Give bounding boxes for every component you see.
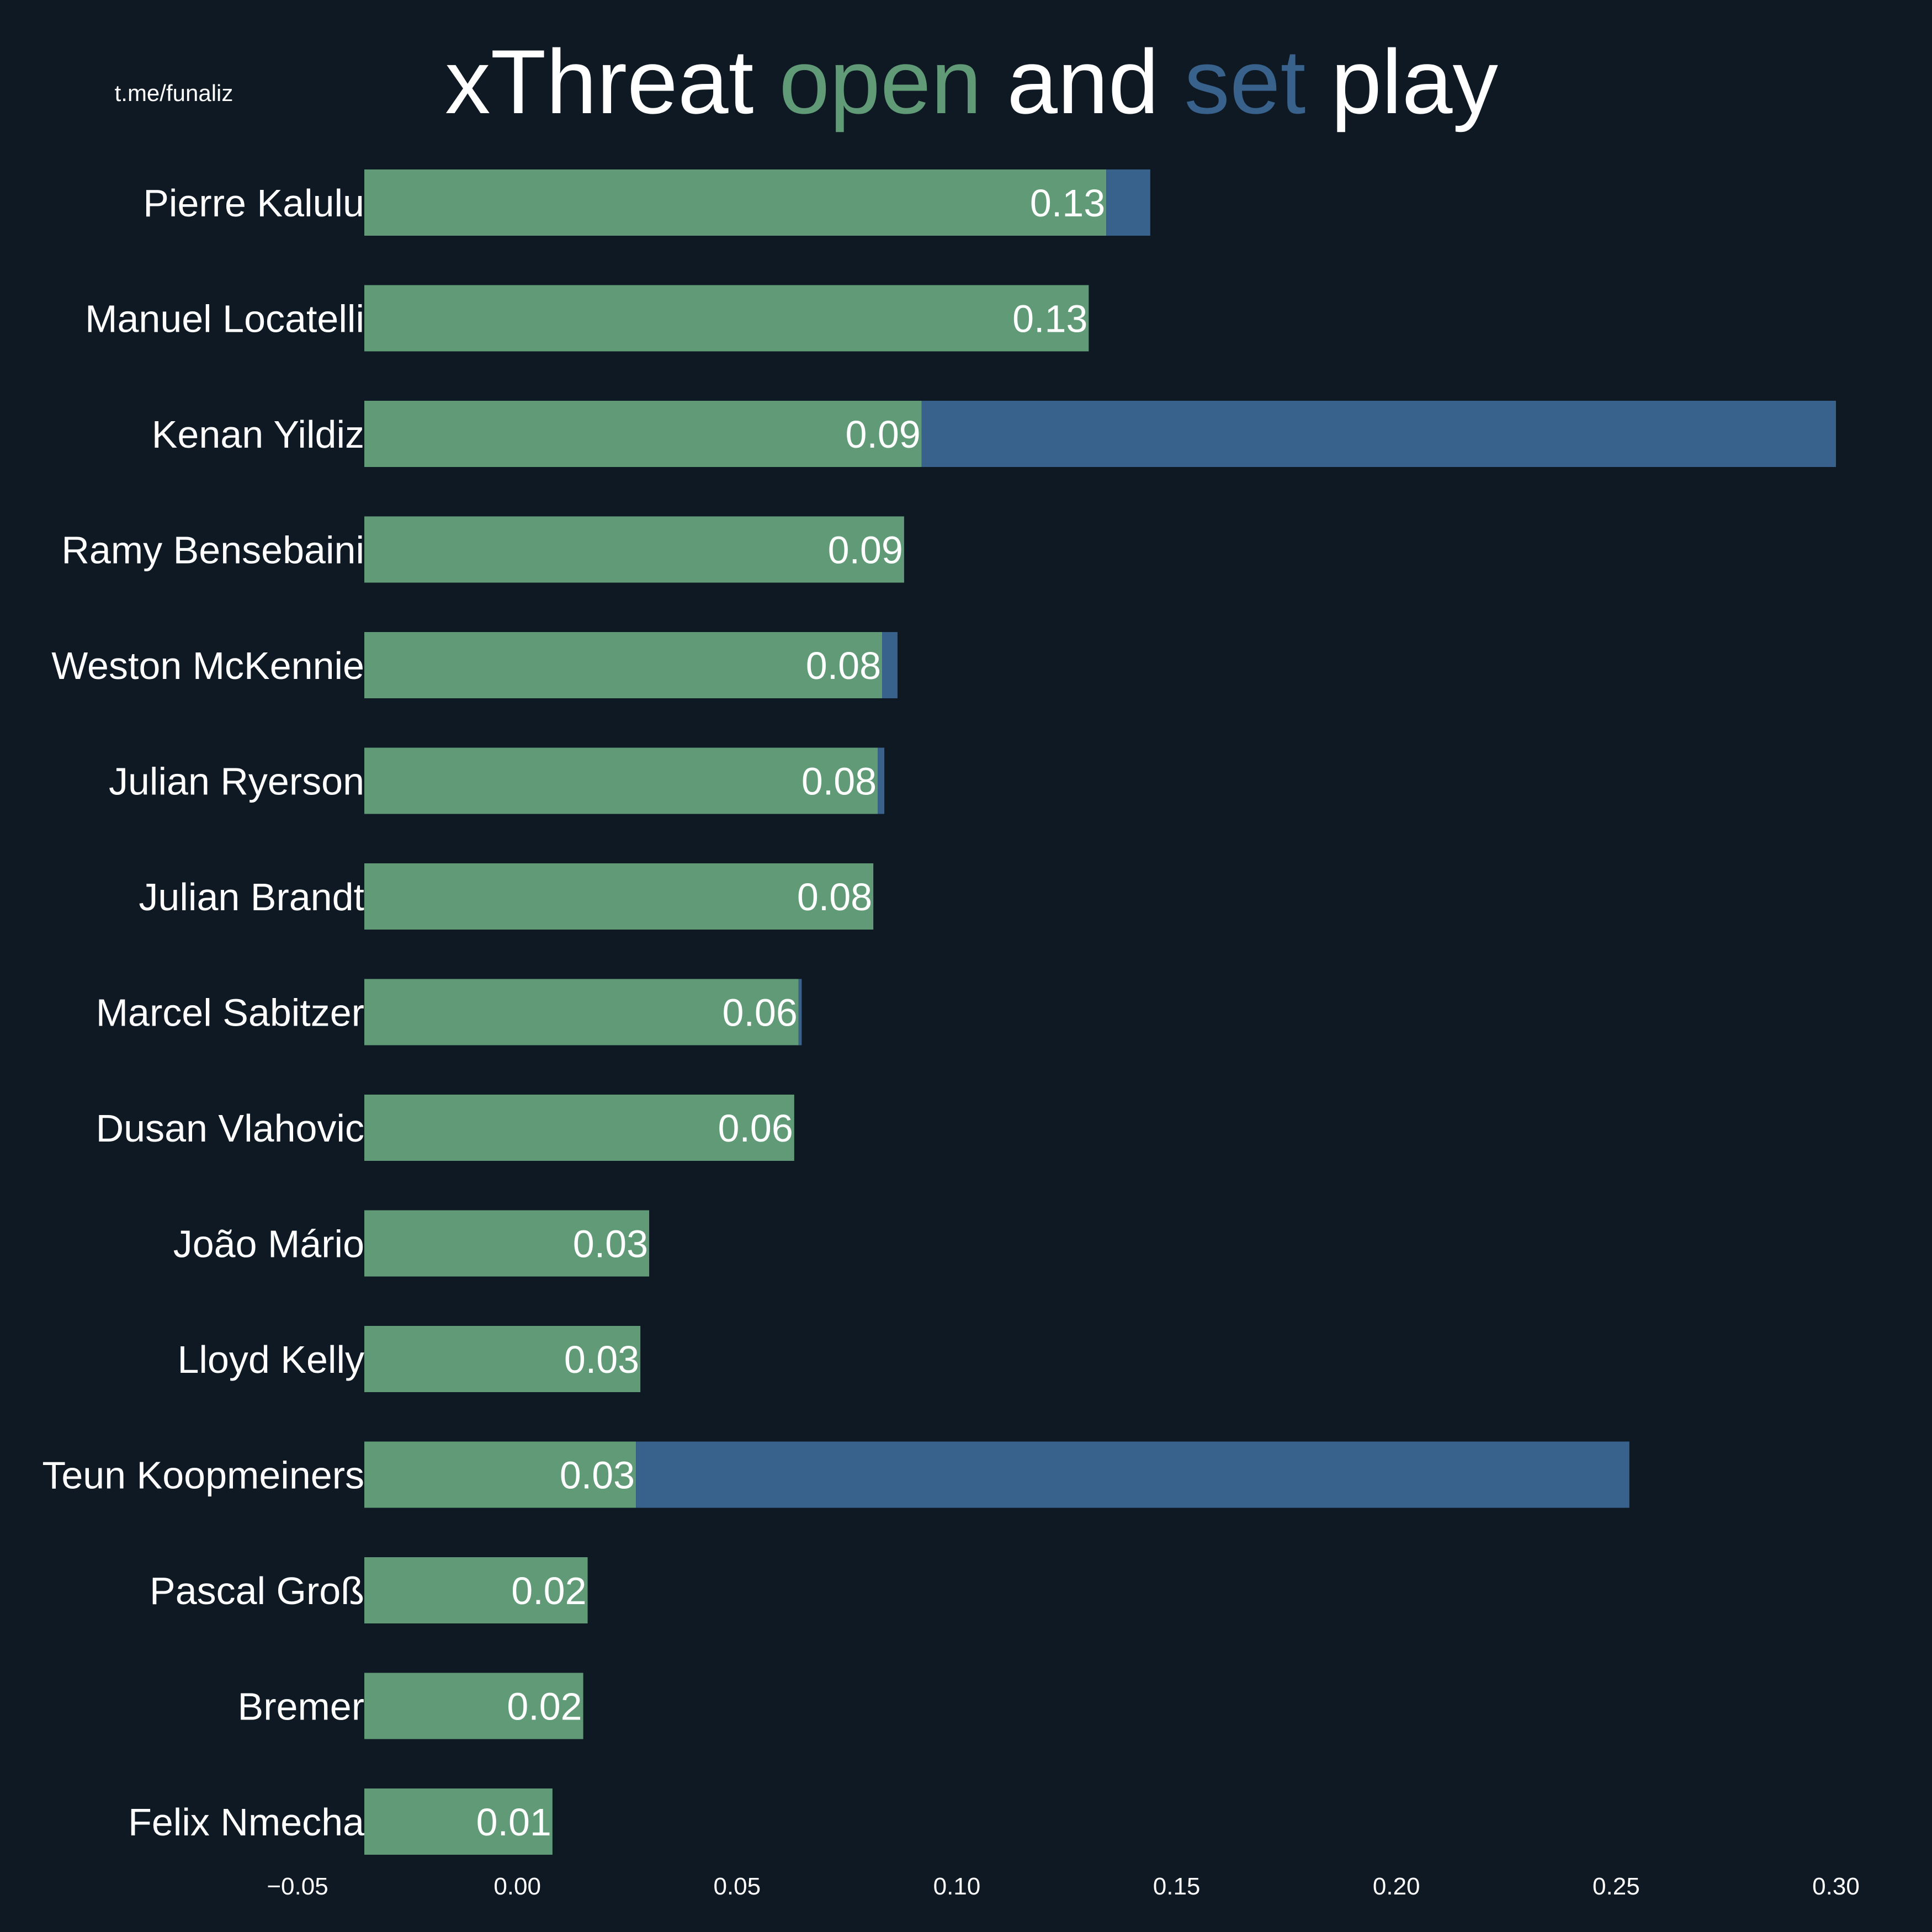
bar-open xyxy=(364,1557,588,1623)
x-tick-label: 0.00 xyxy=(493,1873,541,1900)
category-label: Teun Koopmeiners xyxy=(42,1454,364,1497)
bar-open xyxy=(364,401,922,467)
category-label: Julian Ryerson xyxy=(109,760,364,803)
category-label: Marcel Sabitzer xyxy=(96,991,364,1034)
category-label: Dusan Vlahovic xyxy=(96,1107,364,1150)
bar-set xyxy=(878,747,885,814)
bar-open xyxy=(364,516,904,583)
data-label: 0.03 xyxy=(573,1223,648,1266)
category-label: João Mário xyxy=(173,1223,364,1266)
category-label: Lloyd Kelly xyxy=(177,1338,364,1381)
bar-open xyxy=(364,747,878,814)
data-label: 0.01 xyxy=(476,1801,551,1844)
category-label: Weston McKennie xyxy=(51,644,364,687)
title-part-text: and xyxy=(981,31,1184,132)
data-labels: 0.13 0.13 0.09 0.09 0.08 0.08 0.08 0.06 0.06 0.03… xyxy=(476,182,1106,1844)
category-label: Ramy Bensebaini xyxy=(61,529,364,572)
title-part-text: play xyxy=(1305,31,1498,132)
category-label: Felix Nmecha xyxy=(128,1801,364,1844)
x-tick-label: 0.30 xyxy=(1812,1873,1860,1900)
category-labels: Pierre Kalulu Manuel Locatelli Kenan Yildi… xyxy=(42,182,364,1844)
bar-open xyxy=(364,979,799,1045)
category-label: Julian Brandt xyxy=(139,875,364,919)
x-tick-label: 0.25 xyxy=(1593,1873,1640,1900)
bar-open xyxy=(364,285,1089,352)
bar-open xyxy=(364,1326,641,1392)
data-label: 0.06 xyxy=(718,1107,793,1150)
x-tick-label: 0.15 xyxy=(1153,1873,1201,1900)
bar-open xyxy=(364,1210,650,1277)
bar-open xyxy=(364,1788,553,1855)
bar-set xyxy=(1106,169,1150,236)
bar-open xyxy=(364,169,1107,236)
category-label: Pierre Kalulu xyxy=(143,182,364,225)
bar-set xyxy=(636,1441,1630,1508)
title-part-open: open xyxy=(779,31,981,132)
data-label: 0.08 xyxy=(806,644,881,687)
chart-title: xThreat open and set play xyxy=(445,31,1498,132)
data-label: 0.13 xyxy=(1030,182,1105,225)
data-label: 0.02 xyxy=(511,1569,586,1612)
bar-open xyxy=(364,1673,583,1739)
bar-open xyxy=(364,1095,794,1161)
bar-set xyxy=(798,979,802,1045)
x-tick-label: −0.05 xyxy=(267,1873,328,1900)
x-axis-ticks: −0.05 0.00 0.05 0.10 0.15 0.20 0.25 0.30 xyxy=(267,1873,1859,1900)
data-label: 0.03 xyxy=(564,1338,639,1381)
x-tick-label: 0.05 xyxy=(713,1873,761,1900)
x-tick-label: 0.20 xyxy=(1373,1873,1420,1900)
bar-open xyxy=(364,1441,636,1508)
watermark: t.me/funaliz xyxy=(115,80,233,106)
title-part-text: xThreat xyxy=(445,31,779,132)
bar-open xyxy=(364,863,874,930)
x-tick-label: 0.10 xyxy=(933,1873,981,1900)
bars-group xyxy=(364,169,1836,1855)
data-label: 0.08 xyxy=(797,875,872,919)
bar-open xyxy=(364,632,883,698)
bar-set xyxy=(921,401,1836,467)
bar-set xyxy=(882,632,898,698)
data-label: 0.13 xyxy=(1012,298,1087,341)
data-label: 0.09 xyxy=(845,413,920,456)
data-label: 0.06 xyxy=(723,991,798,1034)
category-label: Pascal Groß xyxy=(150,1569,364,1612)
data-label: 0.02 xyxy=(507,1685,582,1728)
category-label: Bremer xyxy=(238,1685,364,1728)
category-label: Manuel Locatelli xyxy=(85,298,364,341)
data-label: 0.09 xyxy=(828,529,903,572)
title-part-set: set xyxy=(1184,31,1305,132)
category-label: Kenan Yildiz xyxy=(152,413,364,456)
data-label: 0.03 xyxy=(560,1454,635,1497)
data-label: 0.08 xyxy=(802,760,877,803)
